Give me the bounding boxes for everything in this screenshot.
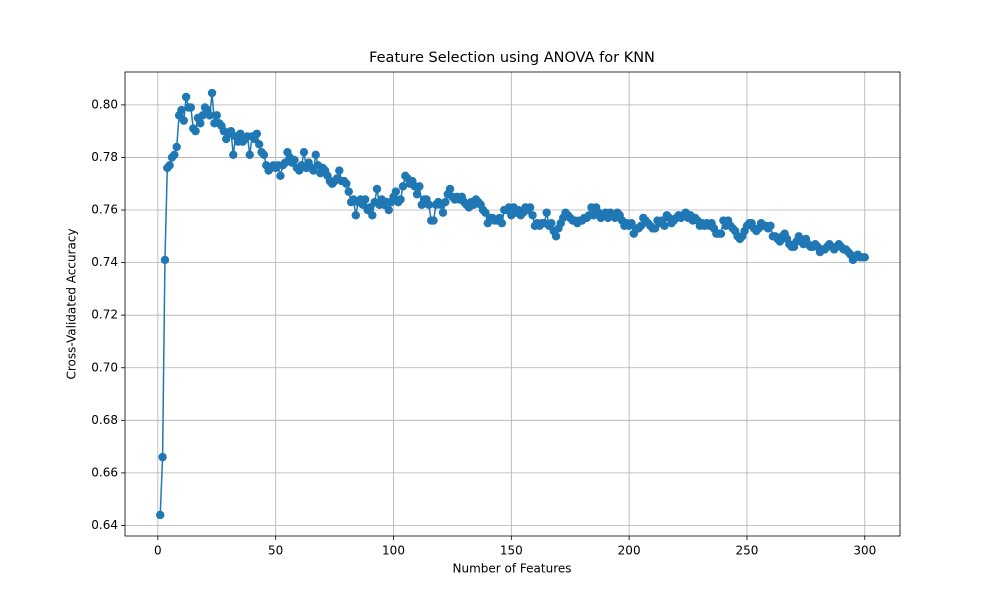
marker	[342, 179, 351, 188]
marker	[547, 218, 556, 228]
marker	[160, 255, 170, 265]
marker	[311, 150, 320, 160]
y-tick-label: 0.64	[91, 518, 118, 532]
marker	[396, 195, 405, 204]
marker	[660, 221, 669, 230]
marker	[429, 216, 438, 225]
marker	[384, 205, 393, 215]
marker	[205, 111, 214, 120]
marker	[716, 229, 726, 238]
marker	[191, 126, 200, 136]
marker	[245, 150, 254, 160]
y-tick-label: 0.80	[91, 97, 118, 111]
x-tick-label: 250	[736, 544, 759, 558]
marker	[351, 211, 361, 220]
y-tick-label: 0.72	[91, 308, 118, 322]
x-tick-label: 200	[618, 544, 641, 558]
marker	[290, 155, 299, 165]
marker	[276, 171, 285, 181]
y-tick-label: 0.66	[91, 465, 118, 479]
marker	[415, 182, 424, 191]
marker	[259, 150, 269, 160]
marker	[398, 182, 408, 191]
y-tick-label: 0.76	[91, 203, 118, 217]
x-tick-label: 0	[154, 544, 162, 558]
marker	[542, 208, 551, 217]
marker	[207, 88, 217, 98]
marker	[424, 200, 434, 209]
marker	[344, 187, 353, 196]
marker	[497, 218, 507, 228]
x-tick-label: 150	[500, 544, 523, 558]
marker	[179, 116, 188, 125]
x-tick-label: 100	[382, 544, 405, 558]
marker	[170, 150, 179, 160]
marker	[229, 150, 238, 160]
marker	[181, 92, 191, 102]
marker	[361, 195, 370, 204]
marker	[372, 184, 382, 194]
marker	[528, 211, 537, 220]
marker	[412, 190, 422, 199]
marker	[212, 111, 221, 120]
marker	[172, 142, 181, 152]
marker	[186, 103, 196, 112]
marker	[158, 452, 167, 462]
x-tick-label: 300	[853, 544, 876, 558]
x-tick-label: 50	[268, 544, 283, 558]
marker	[252, 129, 262, 138]
marker	[766, 221, 775, 230]
marker	[335, 166, 344, 175]
marker	[299, 147, 309, 157]
plot-frame	[124, 71, 901, 537]
marker	[368, 211, 377, 220]
marker	[196, 119, 205, 128]
marker	[445, 184, 455, 194]
marker	[525, 203, 535, 212]
y-tick-label: 0.68	[91, 413, 118, 427]
marker	[254, 140, 264, 149]
y-tick-label: 0.78	[91, 150, 118, 164]
marker	[551, 232, 561, 241]
marker	[165, 161, 174, 170]
x-axis-label: Number of Features	[453, 562, 572, 576]
marker	[156, 510, 165, 520]
y-tick-label: 0.70	[91, 360, 118, 374]
marker	[438, 208, 448, 217]
chart-title: Feature Selection using ANOVA for KNN	[369, 50, 655, 66]
marker	[391, 187, 401, 196]
marker	[177, 105, 186, 115]
marker	[441, 197, 450, 207]
y-axis-label: Cross-Validated Accuracy	[65, 228, 79, 379]
marker	[860, 253, 869, 262]
y-tick-label: 0.74	[91, 255, 118, 269]
